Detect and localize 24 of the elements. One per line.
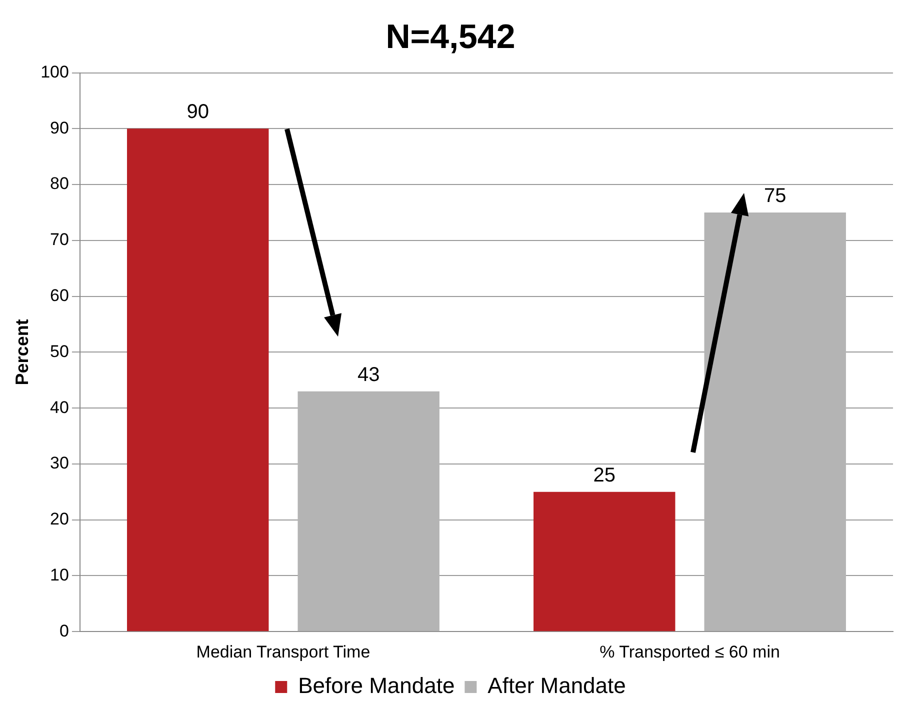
- y-tick-label: 20: [50, 510, 69, 529]
- y-tick-label: 100: [40, 62, 69, 82]
- y-tick-label: 0: [59, 621, 69, 640]
- legend-label: Before Mandate: [298, 673, 455, 698]
- y-tick-label: 70: [50, 230, 69, 250]
- bar: [298, 391, 440, 632]
- y-tick-label: 50: [50, 342, 69, 361]
- y-tick-label: 30: [50, 454, 69, 473]
- x-tick-label: % Transported ≤ 60 min: [600, 642, 780, 662]
- legend-label: After Mandate: [488, 673, 626, 698]
- y-tick-label: 60: [50, 286, 69, 306]
- bar: [534, 492, 676, 632]
- bar: [127, 128, 269, 632]
- x-tick-label: Median Transport Time: [196, 642, 370, 662]
- y-tick-label: 90: [50, 118, 69, 138]
- y-tick-label: 40: [50, 398, 69, 417]
- y-tick-label: 80: [50, 174, 69, 194]
- data-label: 75: [764, 185, 786, 208]
- data-label: 25: [593, 464, 616, 486]
- y-axis-title: Percent: [12, 319, 32, 386]
- data-label: 43: [357, 364, 380, 386]
- chart-title: N=4,542: [386, 18, 516, 56]
- y-tick-label: 10: [50, 565, 69, 584]
- data-label: 90: [186, 101, 209, 124]
